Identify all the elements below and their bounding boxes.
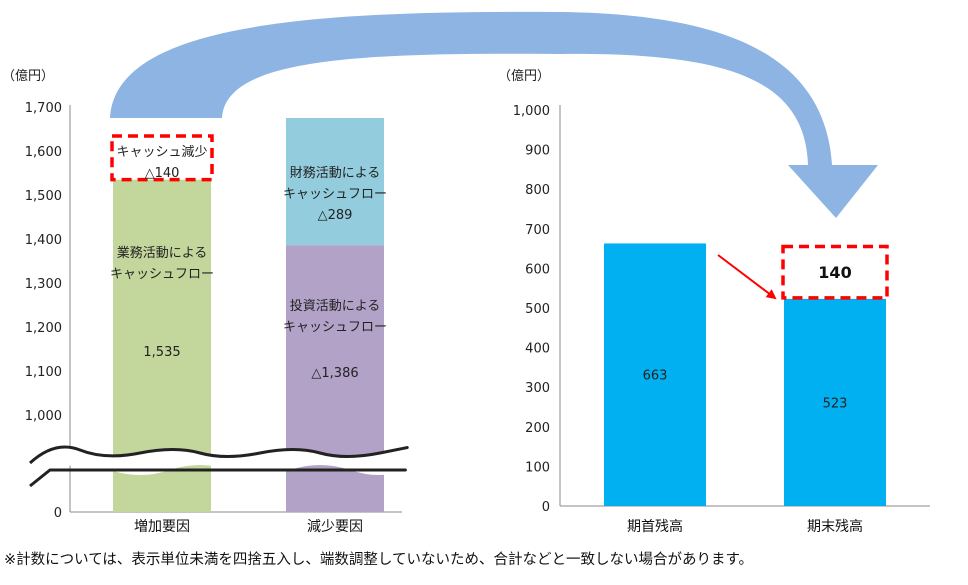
right-y-tick-label: 600 bbox=[525, 262, 550, 277]
right-y-tick-label: 200 bbox=[525, 421, 550, 436]
left-y-tick-label: 1,500 bbox=[25, 189, 62, 204]
segment-label: △289 bbox=[318, 208, 353, 223]
ending-decrease-label: 140 bbox=[818, 263, 851, 282]
cash-decrease-box bbox=[110, 134, 214, 182]
left-y-tick-label: 1,400 bbox=[25, 233, 62, 248]
right-category-labels: 期首残高 期末残高 bbox=[627, 518, 863, 535]
right-bars: 663 523 140 bbox=[604, 243, 889, 506]
left-y-tick-label: 1,000 bbox=[25, 409, 62, 424]
right-unit-label: （億円） bbox=[498, 68, 550, 84]
balance-value-label: 523 bbox=[823, 396, 848, 411]
left-category-labels: 増加要因 減少要因 bbox=[134, 518, 363, 535]
right-y-tick-label: 800 bbox=[525, 183, 550, 198]
balance-bar bbox=[604, 243, 706, 506]
right-y-tick-label: 500 bbox=[525, 302, 550, 317]
segment-label: キャッシュフロー bbox=[110, 267, 214, 282]
right-y-tick-label: 1,000 bbox=[513, 104, 550, 119]
segment-label: 財務活動による bbox=[290, 166, 381, 181]
decrease-red-arrow bbox=[717, 254, 777, 300]
left-chart: （億円） 1,700 1,600 1,500 1,400 1,300 1,200 1,100… bbox=[2, 68, 409, 535]
right-category-label: 期末残高 bbox=[807, 518, 863, 535]
footnote: ※計数については、表示単位未満を四捨五入し、端数調整していないため、合計などと一… bbox=[4, 552, 754, 568]
right-y-tick-label: 400 bbox=[525, 342, 550, 357]
right-y-tick-label: 100 bbox=[525, 460, 550, 475]
left-category-label: 減少要因 bbox=[307, 518, 363, 535]
right-y-tick-label: 0 bbox=[542, 500, 550, 515]
right-y-tick-labels: 1,000 900 800 700 600 500 400 300 200 100 0 bbox=[513, 104, 550, 515]
axis-break-line-top bbox=[28, 445, 409, 465]
balance-value-label: 663 bbox=[643, 369, 668, 384]
bar-segment bbox=[286, 118, 384, 246]
right-y-tick-label: 900 bbox=[525, 144, 550, 159]
segment-value-label: △1,386 bbox=[311, 366, 358, 381]
right-y-tick-label: 300 bbox=[525, 381, 550, 396]
left-y-tick-label: 1,300 bbox=[25, 277, 62, 292]
left-category-label: 増加要因 bbox=[134, 519, 190, 535]
left-unit-label: （億円） bbox=[2, 68, 54, 84]
segment-label: キャッシュフロー bbox=[283, 187, 387, 202]
right-y-tick-label: 700 bbox=[525, 223, 550, 238]
cash-decrease-label: キャッシュ減少 bbox=[116, 144, 207, 160]
left-y-tick-label: 0 bbox=[54, 506, 62, 521]
left-y-tick-label: 1,700 bbox=[25, 101, 62, 116]
segment-label: 業務活動による bbox=[117, 245, 208, 261]
segment-value-label: 1,535 bbox=[143, 345, 180, 360]
transfer-arrow bbox=[110, 11, 878, 218]
left-y-tick-label: 1,600 bbox=[25, 145, 62, 160]
left-y-tick-labels: 1,700 1,600 1,500 1,400 1,300 1,200 1,100 1,000… bbox=[25, 101, 62, 521]
right-chart: （億円） 1,000 900 800 700 600 500 400 300 200 100 0 6… bbox=[498, 68, 930, 535]
left-y-tick-label: 1,200 bbox=[25, 321, 62, 336]
ending-decrease-box bbox=[781, 244, 889, 300]
segment-label: 投資活動による bbox=[290, 298, 381, 314]
segment-label: キャッシュフロー bbox=[283, 320, 387, 335]
balance-bar bbox=[784, 298, 886, 506]
cash-decrease-label: △140 bbox=[145, 166, 180, 181]
right-category-label: 期首残高 bbox=[627, 518, 683, 535]
axis-break-line-bottom bbox=[29, 468, 407, 488]
left-y-tick-label: 1,100 bbox=[25, 365, 62, 380]
